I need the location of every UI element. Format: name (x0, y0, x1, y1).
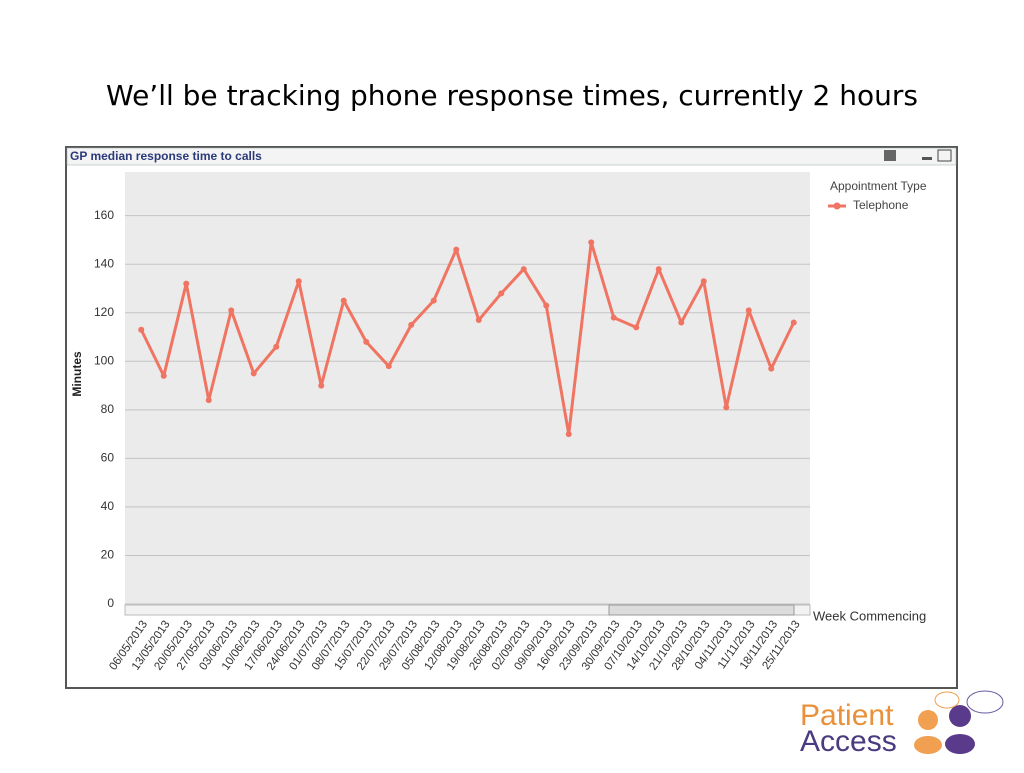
data-point (385, 363, 392, 370)
data-point (588, 239, 595, 246)
data-point (520, 266, 527, 273)
plot-area (125, 172, 810, 604)
y-tick-label: 40 (101, 499, 115, 513)
data-point (430, 297, 437, 304)
data-point (678, 319, 685, 326)
y-tick-label: 120 (94, 305, 114, 319)
data-point (183, 280, 190, 287)
data-point (250, 370, 257, 377)
legend-title: Appointment Type (830, 179, 927, 193)
logo-line1: Patient (800, 699, 894, 732)
y-tick-label: 80 (101, 402, 115, 416)
legend-label: Telephone (853, 198, 909, 212)
legend-marker (833, 202, 841, 210)
window-titlebar (66, 147, 957, 166)
y-tick-label: 0 (107, 596, 114, 610)
data-point (700, 278, 707, 285)
data-point (138, 326, 145, 333)
data-point (498, 290, 505, 297)
data-point (543, 302, 550, 309)
y-tick-label: 160 (94, 208, 114, 222)
data-point (453, 246, 460, 253)
logo-graphic (914, 690, 1004, 754)
y-tick-label: 100 (94, 353, 114, 367)
series-line (139, 240, 796, 436)
y-tick-label: 140 (94, 256, 114, 270)
window-icons (884, 149, 952, 162)
scrollbar (124, 604, 811, 616)
data-point (565, 431, 572, 438)
data-point (475, 317, 482, 324)
logo-line2: Access (800, 725, 897, 758)
data-point (633, 324, 640, 331)
data-point (408, 321, 415, 328)
y-tick-label: 20 (101, 548, 115, 562)
data-point (228, 307, 235, 314)
data-point (273, 343, 280, 350)
data-point (655, 266, 662, 273)
slide-title: We’ll be tracking phone response times, … (106, 79, 918, 112)
data-point (340, 297, 347, 304)
data-point (610, 314, 617, 321)
data-point (318, 382, 325, 389)
window-title: GP median response time to calls (70, 149, 262, 163)
data-point (768, 365, 775, 372)
data-point (363, 338, 370, 345)
data-point (745, 307, 752, 314)
data-point (790, 319, 797, 326)
y-axis-label: Minutes (70, 351, 84, 397)
data-point (723, 404, 730, 411)
data-point (160, 372, 167, 379)
y-tick-label: 60 (101, 451, 115, 465)
data-point (295, 278, 302, 285)
x-axis-label: Week Commencing (813, 608, 926, 623)
data-point (205, 397, 212, 404)
